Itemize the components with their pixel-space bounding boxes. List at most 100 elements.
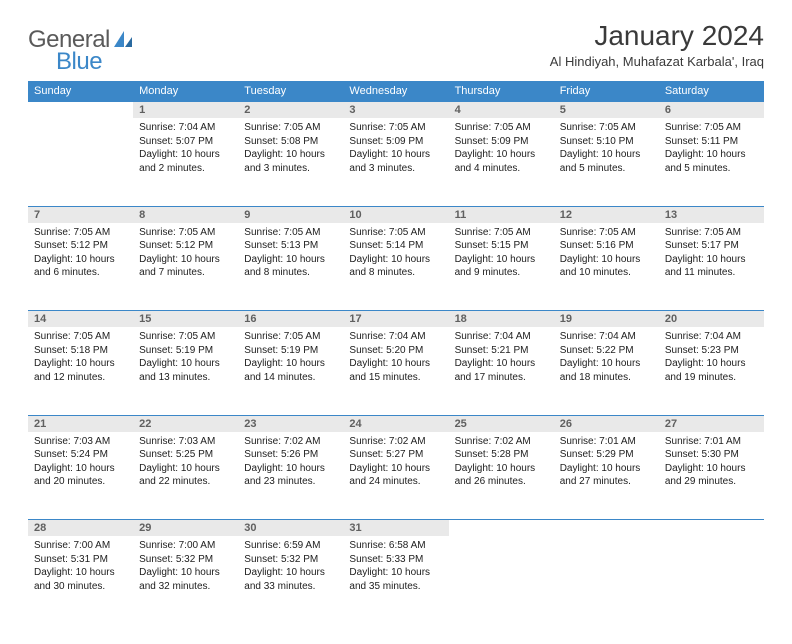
day-info-line: and 32 minutes. (139, 580, 232, 594)
day-info-line: Sunrise: 7:05 AM (34, 330, 127, 344)
day-number (554, 520, 659, 537)
day-info-line: Daylight: 10 hours (455, 253, 548, 267)
day-number: 6 (659, 102, 764, 118)
logo-text-blue-wrap: Blue (28, 48, 102, 76)
weekday-header: Monday (133, 81, 238, 102)
day-cell: Sunrise: 7:04 AMSunset: 5:21 PMDaylight:… (449, 327, 554, 415)
day-info-line: Daylight: 10 hours (244, 357, 337, 371)
day-info-line: Daylight: 10 hours (560, 462, 653, 476)
day-cell: Sunrise: 7:00 AMSunset: 5:31 PMDaylight:… (28, 536, 133, 624)
day-info-line: Sunrise: 7:05 AM (139, 226, 232, 240)
logo-text-blue: Blue (56, 48, 102, 75)
day-info-line: Sunrise: 7:05 AM (139, 330, 232, 344)
day-info-line: Sunset: 5:29 PM (560, 448, 653, 462)
day-info-line: Sunrise: 7:02 AM (349, 435, 442, 449)
day-number: 4 (449, 102, 554, 118)
day-number (659, 520, 764, 537)
day-info: Sunrise: 7:05 AMSunset: 5:13 PMDaylight:… (238, 223, 343, 286)
day-info: Sunrise: 7:05 AMSunset: 5:17 PMDaylight:… (659, 223, 764, 286)
day-number: 7 (28, 206, 133, 223)
day-info-line: Daylight: 10 hours (349, 462, 442, 476)
day-number: 26 (554, 415, 659, 432)
day-info-line: Sunset: 5:16 PM (560, 239, 653, 253)
day-info-line: Sunrise: 7:05 AM (560, 226, 653, 240)
day-info-line: and 8 minutes. (244, 266, 337, 280)
day-info-line: Sunset: 5:19 PM (244, 344, 337, 358)
day-cell: Sunrise: 7:01 AMSunset: 5:29 PMDaylight:… (554, 432, 659, 520)
day-number: 8 (133, 206, 238, 223)
day-number: 29 (133, 520, 238, 537)
day-info-line: Sunrise: 6:58 AM (349, 539, 442, 553)
day-info-line: and 12 minutes. (34, 371, 127, 385)
day-info-line: and 2 minutes. (139, 162, 232, 176)
weekday-header: Tuesday (238, 81, 343, 102)
day-number-row: 28293031 (28, 520, 764, 537)
day-number: 28 (28, 520, 133, 537)
day-info-line: Sunrise: 7:05 AM (455, 226, 548, 240)
day-info: Sunrise: 7:05 AMSunset: 5:08 PMDaylight:… (238, 118, 343, 181)
day-info-line: Sunset: 5:10 PM (560, 135, 653, 149)
day-number: 2 (238, 102, 343, 118)
day-info-line: Sunset: 5:33 PM (349, 553, 442, 567)
day-cell: Sunrise: 7:05 AMSunset: 5:08 PMDaylight:… (238, 118, 343, 206)
day-cell (28, 118, 133, 206)
day-info: Sunrise: 7:05 AMSunset: 5:11 PMDaylight:… (659, 118, 764, 181)
day-number: 25 (449, 415, 554, 432)
day-info-line: Sunrise: 7:00 AM (34, 539, 127, 553)
day-cell: Sunrise: 7:04 AMSunset: 5:07 PMDaylight:… (133, 118, 238, 206)
day-info-line: Daylight: 10 hours (244, 253, 337, 267)
day-info-row: Sunrise: 7:03 AMSunset: 5:24 PMDaylight:… (28, 432, 764, 520)
day-info: Sunrise: 7:04 AMSunset: 5:20 PMDaylight:… (343, 327, 448, 390)
day-info-line: Sunrise: 7:05 AM (349, 226, 442, 240)
day-info-line: Sunset: 5:30 PM (665, 448, 758, 462)
day-info-line: Sunrise: 7:05 AM (455, 121, 548, 135)
day-info-line: Sunset: 5:12 PM (139, 239, 232, 253)
day-info: Sunrise: 7:04 AMSunset: 5:21 PMDaylight:… (449, 327, 554, 390)
day-info-line: Daylight: 10 hours (455, 148, 548, 162)
page-subtitle: Al Hindiyah, Muhafazat Karbala', Iraq (550, 54, 764, 69)
day-info-line: Sunset: 5:27 PM (349, 448, 442, 462)
day-info: Sunrise: 7:05 AMSunset: 5:15 PMDaylight:… (449, 223, 554, 286)
day-info-line: Sunrise: 7:05 AM (560, 121, 653, 135)
day-number (28, 102, 133, 118)
day-info-line: Daylight: 10 hours (349, 148, 442, 162)
day-cell: Sunrise: 7:05 AMSunset: 5:09 PMDaylight:… (343, 118, 448, 206)
day-info-line: Sunrise: 7:03 AM (34, 435, 127, 449)
day-info-line: and 4 minutes. (455, 162, 548, 176)
weekday-header: Wednesday (343, 81, 448, 102)
day-number: 5 (554, 102, 659, 118)
day-number: 12 (554, 206, 659, 223)
page-title: January 2024 (550, 20, 764, 52)
day-info: Sunrise: 7:05 AMSunset: 5:19 PMDaylight:… (238, 327, 343, 390)
day-cell: Sunrise: 6:59 AMSunset: 5:32 PMDaylight:… (238, 536, 343, 624)
header: General January 2024 Al Hindiyah, Muhafa… (28, 20, 764, 69)
day-number: 14 (28, 311, 133, 328)
day-number: 10 (343, 206, 448, 223)
day-info: Sunrise: 7:00 AMSunset: 5:32 PMDaylight:… (133, 536, 238, 599)
day-cell: Sunrise: 7:05 AMSunset: 5:10 PMDaylight:… (554, 118, 659, 206)
day-info-line: and 5 minutes. (560, 162, 653, 176)
day-info-line: and 3 minutes. (244, 162, 337, 176)
day-info-line: and 27 minutes. (560, 475, 653, 489)
day-info-line: Daylight: 10 hours (244, 462, 337, 476)
day-cell: Sunrise: 7:02 AMSunset: 5:26 PMDaylight:… (238, 432, 343, 520)
day-number: 20 (659, 311, 764, 328)
day-info-line: Sunrise: 7:01 AM (560, 435, 653, 449)
day-info-line: Sunrise: 6:59 AM (244, 539, 337, 553)
day-cell: Sunrise: 7:05 AMSunset: 5:12 PMDaylight:… (133, 223, 238, 311)
day-info-line: Sunset: 5:20 PM (349, 344, 442, 358)
day-number: 23 (238, 415, 343, 432)
day-info-line: Daylight: 10 hours (455, 357, 548, 371)
day-info-line: and 18 minutes. (560, 371, 653, 385)
day-info-line: Daylight: 10 hours (244, 566, 337, 580)
day-info-line: Daylight: 10 hours (34, 253, 127, 267)
weekday-header: Sunday (28, 81, 133, 102)
day-info-line: and 22 minutes. (139, 475, 232, 489)
day-info-line: Sunset: 5:14 PM (349, 239, 442, 253)
day-number-row: 78910111213 (28, 206, 764, 223)
day-info-line: Daylight: 10 hours (665, 253, 758, 267)
day-info-line: Sunrise: 7:01 AM (665, 435, 758, 449)
day-info-line: Sunrise: 7:05 AM (349, 121, 442, 135)
day-info-line: Sunrise: 7:00 AM (139, 539, 232, 553)
day-info-line: Sunrise: 7:04 AM (665, 330, 758, 344)
